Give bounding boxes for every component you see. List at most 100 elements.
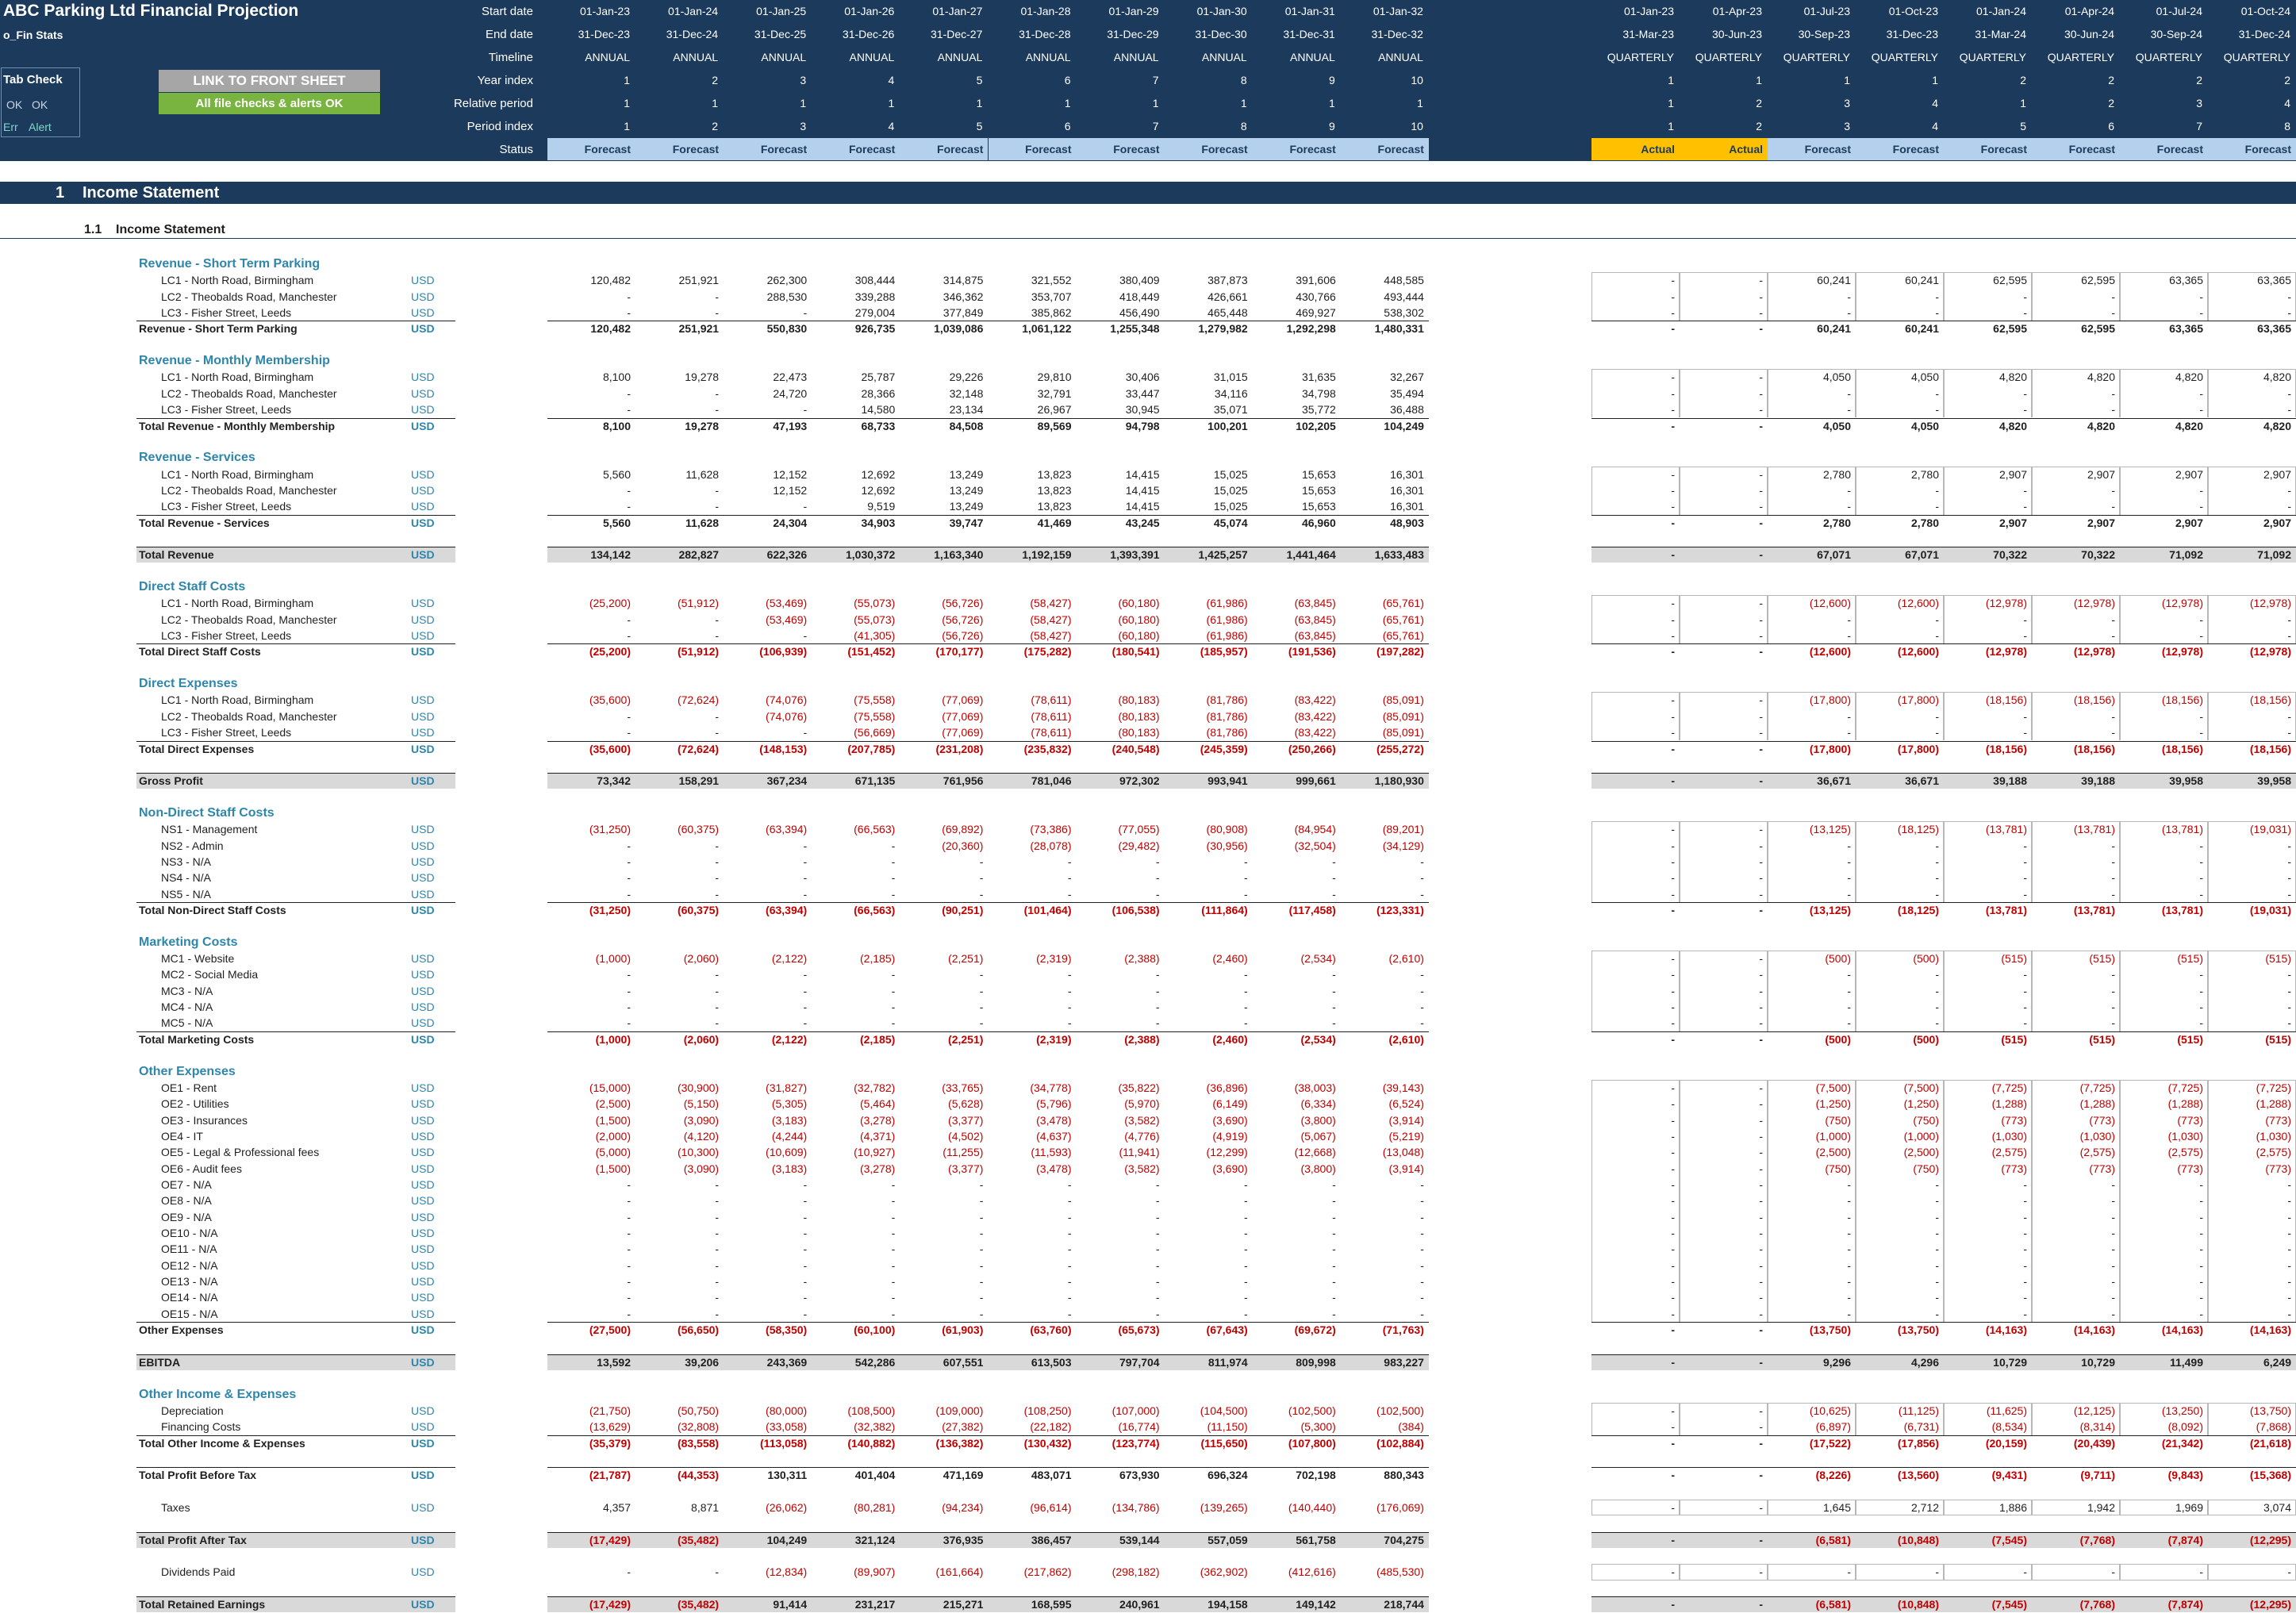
annual-value-cell[interactable]: (2,185): [859, 952, 896, 966]
annual-value-cell[interactable]: (65,761): [1382, 597, 1424, 610]
quarterly-value-cell[interactable]: (15,368): [2249, 1469, 2291, 1482]
quarterly-value-cell[interactable]: -: [1671, 629, 1675, 643]
quarterly-value-cell[interactable]: -: [1671, 871, 1675, 885]
quarterly-value-cell[interactable]: -: [1759, 419, 1763, 432]
quarterly-value-cell[interactable]: (13,750): [2249, 1404, 2291, 1417]
quarterly-value-cell[interactable]: (12,978): [2073, 645, 2115, 659]
annual-value-cell[interactable]: -: [715, 500, 720, 513]
annual-value-cell[interactable]: -: [1420, 871, 1424, 885]
quarterly-value-cell[interactable]: (17,856): [1897, 1436, 1939, 1450]
quarterly-value-cell[interactable]: -: [2287, 386, 2291, 400]
quarterly-value-cell[interactable]: -: [1671, 709, 1675, 723]
annual-value-cell[interactable]: (89,907): [854, 1565, 896, 1579]
annual-value-cell[interactable]: -: [627, 709, 631, 723]
annual-value-cell[interactable]: (32,504): [1294, 839, 1336, 852]
annual-value-cell[interactable]: 31,015: [1213, 371, 1248, 384]
annual-value-cell[interactable]: -: [715, 871, 720, 885]
quarterly-value-cell[interactable]: -: [2287, 1001, 2291, 1014]
quarterly-value-cell[interactable]: -: [1671, 1016, 1675, 1030]
annual-value-cell[interactable]: (58,427): [1030, 597, 1072, 610]
quarterly-value-cell[interactable]: -: [1847, 1291, 1851, 1304]
annual-value-cell[interactable]: (56,726): [942, 613, 984, 626]
annual-value-cell[interactable]: (2,534): [1300, 952, 1336, 966]
annual-value-cell[interactable]: -: [627, 1227, 631, 1239]
annual-value-cell[interactable]: (74,076): [766, 693, 808, 707]
quarterly-value-cell[interactable]: -: [1759, 823, 1763, 836]
annual-value-cell[interactable]: 16,301: [1390, 467, 1424, 481]
quarterly-value-cell[interactable]: -: [2287, 1227, 2291, 1239]
quarterly-value-cell[interactable]: -: [1671, 1355, 1675, 1369]
annual-value-cell[interactable]: -: [979, 1016, 984, 1030]
annual-value-cell[interactable]: (123,331): [1376, 904, 1424, 916]
annual-value-cell[interactable]: 34,903: [861, 516, 896, 529]
annual-value-cell[interactable]: -: [1155, 1291, 1160, 1304]
quarterly-value-cell[interactable]: -: [1847, 1001, 1851, 1014]
quarterly-value-cell[interactable]: (14,163): [1985, 1323, 2027, 1337]
quarterly-value-cell[interactable]: -: [2287, 1565, 2291, 1579]
annual-value-cell[interactable]: -: [1420, 1243, 1424, 1256]
quarterly-value-cell[interactable]: 4,820: [2175, 371, 2203, 384]
quarterly-value-cell[interactable]: -: [1671, 500, 1675, 513]
quarterly-value-cell[interactable]: -: [1935, 984, 1939, 997]
quarterly-value-cell[interactable]: -: [1671, 1032, 1675, 1046]
annual-value-cell[interactable]: 14,415: [1125, 483, 1160, 497]
quarterly-value-cell[interactable]: -: [1671, 467, 1675, 481]
quarterly-value-cell[interactable]: -: [1671, 597, 1675, 610]
annual-value-cell[interactable]: (35,379): [589, 1436, 631, 1450]
quarterly-value-cell[interactable]: -: [2287, 1177, 2291, 1191]
annual-value-cell[interactable]: (2,060): [683, 1032, 720, 1046]
annual-value-cell[interactable]: -: [627, 1194, 631, 1208]
quarterly-value-cell[interactable]: (18,156): [1985, 742, 2027, 755]
quarterly-value-cell[interactable]: -: [1759, 726, 1763, 739]
annual-value-cell[interactable]: (250,266): [1288, 742, 1336, 755]
quarterly-value-cell[interactable]: (1,030): [2079, 1129, 2115, 1143]
quarterly-value-cell[interactable]: -: [2199, 500, 2203, 513]
annual-value-cell[interactable]: (3,582): [1124, 1162, 1160, 1175]
annual-value-cell[interactable]: (71,763): [1382, 1323, 1424, 1337]
quarterly-value-cell[interactable]: (1,030): [2167, 1129, 2203, 1143]
quarterly-value-cell[interactable]: -: [1671, 904, 1675, 916]
annual-value-cell[interactable]: (4,502): [948, 1129, 984, 1143]
quarterly-value-cell[interactable]: (18,156): [2161, 693, 2203, 707]
quarterly-value-cell[interactable]: -: [1759, 1097, 1763, 1111]
quarterly-value-cell[interactable]: -: [2023, 887, 2027, 901]
quarterly-value-cell[interactable]: -: [1935, 1565, 1939, 1579]
annual-value-cell[interactable]: (60,180): [1118, 629, 1160, 643]
quarterly-value-cell[interactable]: (515): [2001, 952, 2027, 966]
quarterly-value-cell[interactable]: -: [2199, 1307, 2203, 1320]
annual-value-cell[interactable]: 26,967: [1037, 403, 1072, 417]
annual-value-cell[interactable]: -: [803, 855, 808, 868]
quarterly-value-cell[interactable]: -: [1759, 1016, 1763, 1030]
quarterly-value-cell[interactable]: (13,560): [1897, 1469, 1939, 1482]
quarterly-value-cell[interactable]: -: [2023, 855, 2027, 868]
annual-value-cell[interactable]: (4,776): [1124, 1129, 1160, 1143]
annual-value-cell[interactable]: -: [1332, 1001, 1336, 1014]
annual-value-cell[interactable]: -: [1155, 871, 1160, 885]
quarterly-value-cell[interactable]: 4,820: [1998, 371, 2027, 384]
quarterly-value-cell[interactable]: -: [1759, 1113, 1763, 1127]
annual-value-cell[interactable]: 91,414: [773, 1598, 808, 1611]
quarterly-value-cell[interactable]: -: [2111, 1194, 2115, 1208]
annual-value-cell[interactable]: -: [1155, 1243, 1160, 1256]
quarterly-value-cell[interactable]: -: [2199, 1275, 2203, 1289]
annual-value-cell[interactable]: (56,650): [677, 1323, 720, 1337]
annual-value-cell[interactable]: (104,500): [1200, 1404, 1248, 1417]
quarterly-value-cell[interactable]: -: [1671, 726, 1675, 739]
quarterly-value-cell[interactable]: (11,125): [1898, 1404, 1939, 1417]
annual-value-cell[interactable]: (35,822): [1118, 1081, 1160, 1094]
annual-value-cell[interactable]: (63,845): [1294, 613, 1336, 626]
annual-value-cell[interactable]: 12,152: [773, 467, 808, 481]
quarterly-value-cell[interactable]: -: [2199, 839, 2203, 852]
annual-value-cell[interactable]: -: [803, 1194, 808, 1208]
annual-value-cell[interactable]: 33,447: [1125, 386, 1160, 400]
quarterly-value-cell[interactable]: 67,071: [1905, 548, 1939, 562]
annual-value-cell[interactable]: -: [1332, 1194, 1336, 1208]
annual-value-cell[interactable]: -: [1155, 1194, 1160, 1208]
annual-value-cell[interactable]: -: [1244, 1194, 1248, 1208]
annual-value-cell[interactable]: -: [1420, 1177, 1424, 1191]
annual-value-cell[interactable]: 9,519: [867, 500, 896, 513]
annual-value-cell[interactable]: -: [627, 887, 631, 901]
quarterly-value-cell[interactable]: 2,780: [1822, 516, 1851, 529]
annual-value-cell[interactable]: -: [715, 386, 720, 400]
quarterly-value-cell[interactable]: -: [2023, 1258, 2027, 1272]
